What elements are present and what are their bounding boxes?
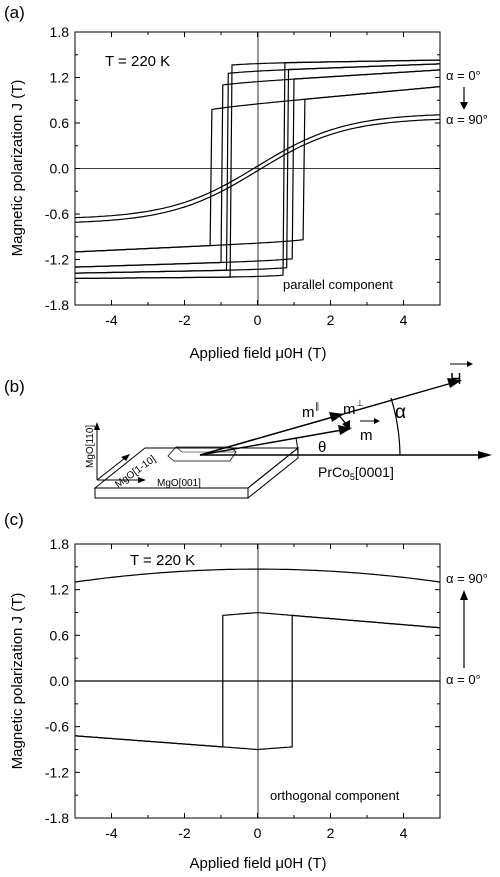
panel-a-component-label: parallel component [283, 277, 393, 292]
panel-a-ylabel: Magnetic polarization J (T) [9, 80, 26, 257]
alpha-label: α [395, 402, 406, 423]
series-a-0-descending [74, 59, 440, 280]
mgo001-label: MgO[001] [157, 478, 201, 489]
panel-c-alpha-top: α = 90° [446, 571, 488, 586]
y-tick-label: -0.6 [45, 719, 69, 735]
prco5-sub: 5 [350, 472, 355, 482]
prco5-label: PrCo5[0001] [318, 464, 394, 482]
panel-c-ticks: -4 -2 0 2 4 -1.8 -1.2 -0.6 0.0 0.6 1.2 1.8 [45, 536, 440, 841]
series-c-1-ascending [74, 614, 441, 751]
series-a-4-ascending [74, 114, 441, 219]
y-tick-label: 1.2 [50, 70, 70, 86]
mgo110-arrowhead [94, 422, 100, 430]
y-tick-label: 1.8 [50, 24, 70, 40]
y-tick-label: 0.6 [50, 115, 70, 131]
y-tick-label: 0.0 [50, 673, 70, 689]
panel-a-ticks: -4 -2 0 2 4 -1.8 -1.2 -0.6 0.0 0.6 1.2 1.8 [45, 24, 440, 328]
y-tick-label: -1.2 [45, 252, 69, 268]
prco5-name: PrCo [318, 464, 350, 480]
m-vector [199, 429, 343, 456]
panel-a-xlabel: Applied field μ0H (T) [189, 345, 326, 362]
y-tick-label: 0.6 [50, 627, 70, 643]
mgo1-10-arrowhead [121, 454, 130, 461]
y-tick-label: 0.0 [50, 161, 70, 177]
mgo110-label: MgO[110] [85, 425, 96, 468]
series-a-1-ascending [75, 63, 440, 274]
panel-c-alpha-bottom: α = 0° [446, 672, 481, 687]
panel-a-label: (a) [4, 3, 25, 22]
prco5-direction: [0001] [355, 464, 394, 480]
h-label: H [450, 371, 462, 388]
x-tick-label: 4 [400, 312, 408, 328]
x-tick-label: -4 [105, 825, 118, 841]
panel-c-chart: (c) -4 -2 0 2 4 -1.8 -1.2 -0.6 0.0 0.6 1.2 1.8 T = … [4, 510, 488, 872]
series-a-3-descending [74, 86, 441, 253]
mgo001-arrowhead [138, 477, 146, 483]
m-perp-label: m [343, 401, 356, 418]
panel-c-curves [74, 568, 441, 751]
m-perp-vector [337, 413, 347, 425]
x-tick-label: -2 [178, 312, 191, 328]
m-parallel-arrowhead [329, 412, 344, 422]
panel-b-diagram: (b) MgO[110] MgO[1-10] MgO[001] [4, 361, 492, 500]
h-vector-arrowhead [447, 378, 462, 388]
y-tick-label: 1.8 [50, 536, 70, 552]
m-label: m [360, 427, 373, 444]
series-c-1-descending [74, 611, 441, 748]
x-tick-label: -4 [105, 312, 118, 328]
panel-a-alpha-bottom: α = 90° [446, 112, 488, 127]
panel-c-component-label: orthogonal component [270, 788, 400, 803]
y-tick-label: -1.2 [45, 764, 69, 780]
panel-c-alpha-arrowhead [460, 590, 468, 600]
crystal-edge [175, 446, 183, 453]
panel-c-temperature: T = 220 K [130, 552, 195, 569]
mgo1-10-label: MgO[1-10] [113, 454, 158, 491]
substrate-side-face [247, 446, 299, 500]
series-a-0-ascending [74, 59, 440, 280]
m-parallel-sup: ∥ [315, 401, 320, 411]
theta-arc [295, 437, 299, 456]
x-tick-label: 0 [254, 312, 262, 328]
h-overline-head [467, 361, 473, 367]
prco5-axis-arrowhead [478, 451, 492, 459]
panel-c-xlabel: Applied field μ0H (T) [189, 855, 326, 872]
panel-a-alpha-top: α = 0° [446, 68, 481, 83]
alpha-arc [390, 397, 401, 456]
x-tick-label: 2 [327, 312, 335, 328]
panel-a-alpha-arrowhead [460, 102, 468, 110]
panel-a-temperature: T = 220 K [105, 53, 170, 70]
panel-c-ylabel: Magnetic polarization J (T) [9, 593, 26, 770]
panel-b-label: (b) [4, 377, 25, 396]
panel-c-label: (c) [4, 510, 24, 529]
y-tick-label: -1.8 [45, 297, 69, 313]
series-c-0-dome [74, 568, 441, 583]
m-parallel-label: m [302, 404, 315, 421]
x-tick-label: 2 [327, 825, 335, 841]
m-parallel-vector [199, 416, 334, 456]
x-tick-label: 4 [400, 825, 408, 841]
y-tick-label: 1.2 [50, 582, 70, 598]
m-perp-sup: ⊥ [356, 398, 364, 408]
panel-a-chart: (a) -4 -2 0 2 4 -1.8 -1.2 -0.6 0.0 0.6 1.2 1.8 T = … [4, 3, 488, 362]
m-perp-arrowhead [342, 420, 350, 430]
mgo1-10-axis [96, 457, 126, 481]
x-tick-label: -2 [178, 825, 191, 841]
y-tick-label: -0.6 [45, 206, 69, 222]
series-a-4-descending [74, 118, 441, 223]
theta-label: θ [318, 439, 326, 456]
series-a-2-ascending [74, 69, 441, 268]
series-a-3-ascending [74, 86, 441, 253]
panel-a-curves [74, 59, 441, 280]
m-overline-head [374, 418, 380, 424]
y-tick-label: -1.8 [45, 810, 69, 826]
x-tick-label: 0 [254, 825, 262, 841]
